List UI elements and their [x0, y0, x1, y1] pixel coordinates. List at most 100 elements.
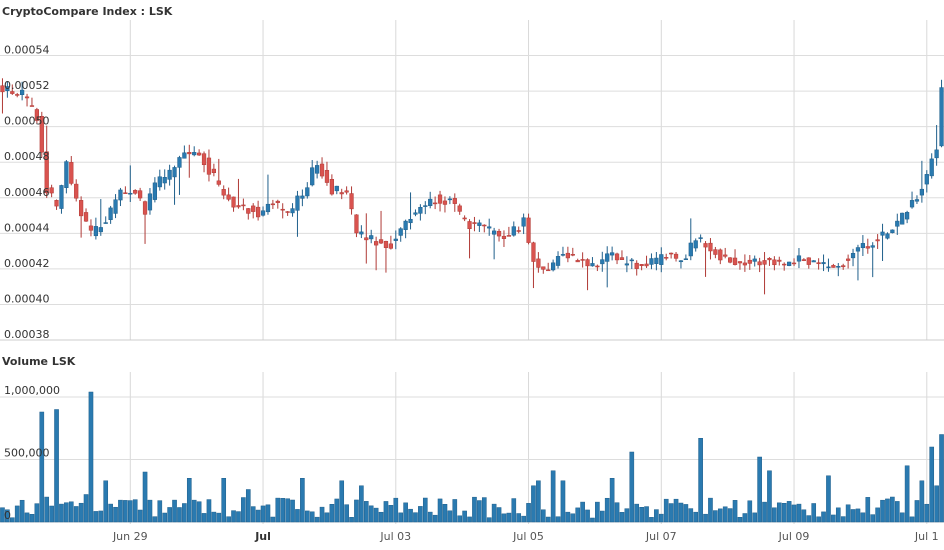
volume-bar	[894, 501, 900, 523]
volume-bar	[816, 516, 821, 523]
volume-bar	[329, 504, 335, 523]
candle	[49, 184, 54, 198]
candle-body	[64, 161, 69, 188]
volume-y-axis: 0 500,000 1,000,000	[4, 384, 60, 522]
volume-bar	[806, 515, 812, 523]
volume-bar	[304, 510, 310, 523]
price-y-tick-label: 0.00042	[4, 257, 50, 270]
candle-body	[664, 257, 669, 259]
candle-body	[560, 254, 566, 256]
volume-bar	[118, 499, 123, 523]
candle	[369, 229, 374, 244]
volume-bar	[609, 478, 615, 523]
candle	[895, 213, 900, 235]
candle	[516, 226, 521, 234]
volume-bar	[752, 512, 758, 523]
candle	[787, 261, 792, 267]
candle	[398, 227, 403, 242]
candle-body	[349, 193, 354, 210]
candle-body	[324, 170, 330, 183]
volume-bar	[565, 511, 571, 523]
candle	[10, 84, 15, 95]
volume-bar	[172, 499, 177, 523]
volume-bar	[511, 498, 517, 523]
volume-bar	[54, 409, 59, 523]
candle-body	[551, 262, 556, 271]
volume-bar	[727, 508, 733, 523]
volume-bar	[452, 499, 458, 523]
volume-bar	[221, 478, 227, 523]
candle-body	[79, 200, 84, 217]
candle-body	[246, 208, 251, 214]
volume-bar	[9, 517, 15, 523]
candle	[487, 218, 492, 236]
volume-bar	[496, 507, 502, 523]
candle	[428, 191, 433, 209]
volume-bar	[64, 502, 69, 523]
volume-bar	[840, 516, 846, 523]
candle-body	[890, 229, 895, 234]
candle	[74, 179, 79, 202]
volume-bar	[708, 497, 713, 523]
candle	[310, 160, 315, 187]
candle	[354, 214, 359, 238]
candle	[142, 200, 148, 244]
candle	[457, 203, 462, 215]
candle-body	[747, 259, 752, 264]
candle-body	[777, 259, 782, 262]
candle-body	[757, 261, 762, 266]
volume-bar	[68, 501, 74, 523]
candle-body	[905, 212, 910, 220]
candle-body	[300, 195, 305, 199]
candle	[669, 252, 674, 259]
candle	[644, 255, 649, 268]
candle-body	[801, 259, 806, 261]
candle	[118, 187, 123, 207]
candle-body	[447, 198, 452, 201]
candle-body	[192, 152, 197, 156]
price-chart-title: CryptoCompare Index : LSK	[2, 5, 173, 18]
volume-bar	[354, 499, 359, 523]
volume-bar	[924, 503, 930, 523]
candle-body	[742, 262, 747, 266]
candle-body	[408, 218, 413, 224]
candle-body	[24, 96, 30, 99]
volume-bar	[196, 501, 202, 523]
volume-bar	[383, 501, 389, 523]
candle-body	[939, 87, 944, 147]
volume-bar	[634, 503, 640, 523]
volume-bar	[747, 500, 753, 523]
candle	[821, 254, 826, 272]
candle-body	[875, 239, 880, 242]
volume-bar	[93, 511, 99, 523]
candle-body	[678, 260, 684, 263]
volume-bar	[639, 507, 644, 523]
candle-body	[226, 194, 231, 200]
candle-body	[260, 210, 266, 216]
candle-body	[0, 85, 5, 93]
x-tick-label: Jul 03	[379, 530, 411, 543]
volume-bar	[201, 513, 207, 523]
volume-bar	[295, 509, 300, 523]
candle-body	[639, 264, 644, 266]
volume-bar	[162, 512, 168, 523]
price-y-tick-label: 0.00052	[4, 79, 50, 92]
volume-bar	[216, 512, 222, 523]
candle	[624, 256, 629, 273]
candle-body	[354, 214, 359, 234]
candle-body	[860, 243, 865, 249]
volume-bar	[177, 507, 182, 523]
candle-body	[147, 193, 153, 211]
volume-bar	[14, 505, 20, 523]
volume-bar	[742, 513, 748, 523]
candle-body	[378, 239, 384, 244]
x-tick-label: Jul	[254, 530, 271, 543]
price-y-tick-label: 0.00050	[4, 115, 50, 128]
candle-body	[924, 174, 929, 185]
x-axis: Jun 29 Jul Jul 03 Jul 05 Jul 07 Jul 09 Jul 1	[112, 530, 939, 543]
volume-bar	[29, 514, 35, 523]
candle-body	[570, 254, 575, 256]
volume-bar	[132, 499, 138, 523]
candle	[378, 210, 384, 245]
volume-bar	[368, 505, 374, 523]
